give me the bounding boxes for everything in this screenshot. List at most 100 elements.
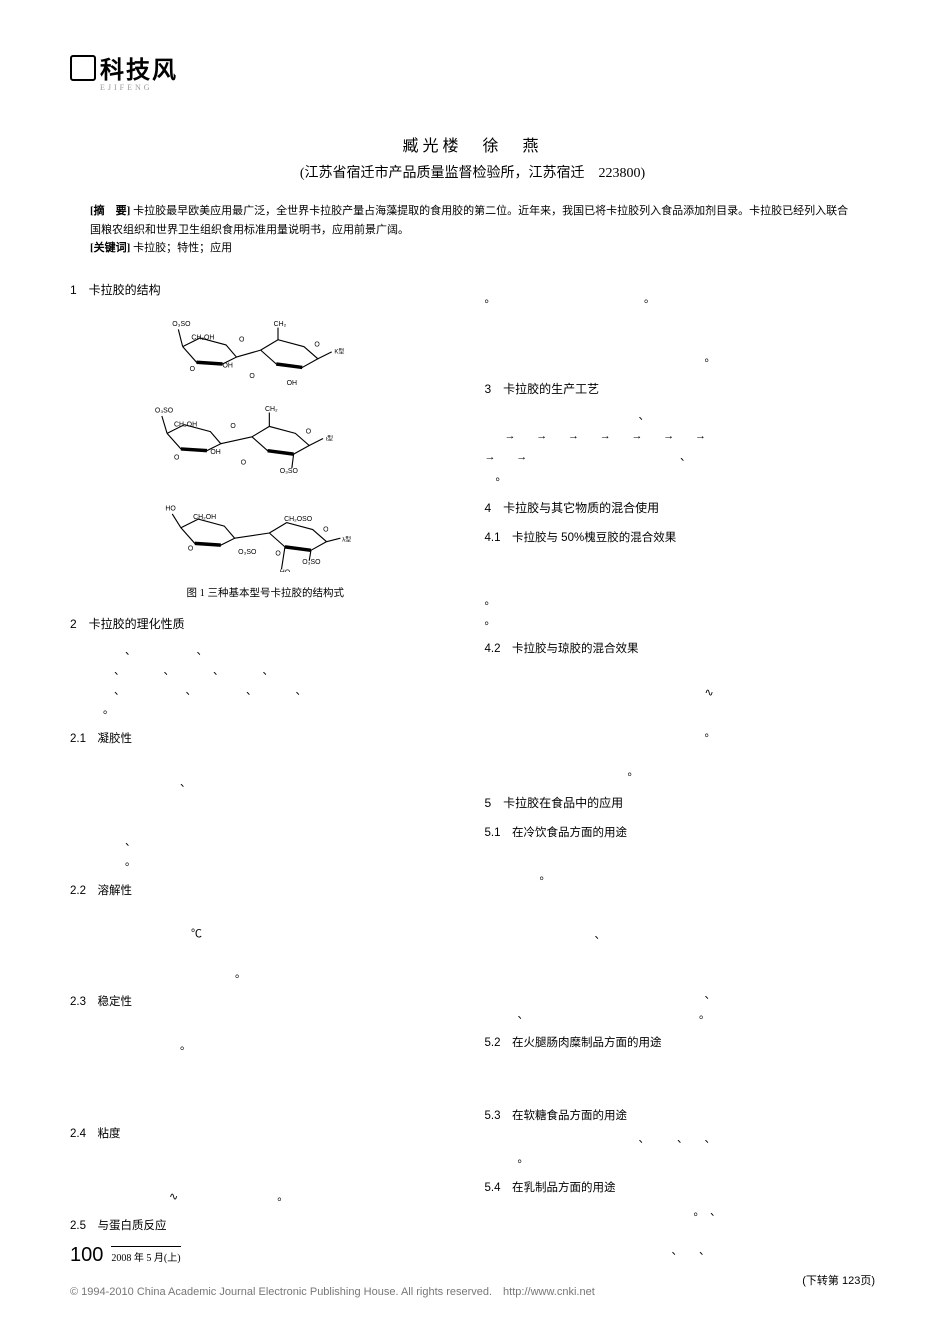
lbl-o: O [241, 459, 247, 466]
lbl-o: O [231, 423, 237, 430]
lbl-o3so: O₃SO [173, 321, 192, 328]
body-text [485, 329, 876, 349]
lbl-o: O [239, 336, 245, 343]
lbl-ch2: CH₂ [274, 321, 287, 328]
lbl-o: O [188, 545, 194, 552]
lbl-type-i: ι型 [326, 434, 333, 442]
lbl-o3so: O₃SO [303, 559, 322, 566]
body-text [70, 945, 461, 965]
body-text: 、 、 [70, 642, 461, 662]
body-text [485, 1222, 876, 1242]
body-text [70, 1077, 461, 1097]
body-text: 、 [70, 833, 461, 853]
lbl-ch2oso: CH₂OSO [284, 516, 313, 523]
section-21: 2.1 凝胶性 [70, 729, 461, 750]
lbl-ch2: CH₂ [265, 405, 278, 412]
copyright-line: © 1994-2010 China Academic Journal Elect… [70, 1283, 595, 1299]
body-columns: 1 卡拉胶的结构 O₃SO CH₂OH CH₂ O O O OH O OH K型 [70, 270, 875, 1292]
lbl-o: O [174, 454, 180, 461]
section-52: 5.2 在火腿肠肉糜制品方面的用途 [485, 1033, 876, 1054]
body-text: 。 [70, 853, 461, 873]
body-text [70, 793, 461, 813]
left-column: 1 卡拉胶的结构 O₃SO CH₂OH CH₂ O O O OH O OH K型 [70, 270, 461, 1292]
lbl-o: O [276, 550, 282, 557]
section-41: 4.1 卡拉胶与 50%槐豆胶的混合效果 [485, 528, 876, 549]
lbl-o: O [306, 428, 312, 435]
body-text: ℃ [70, 925, 461, 945]
footer: 100 2008 年 5 月(上) [70, 1244, 181, 1267]
section-25: 2.5 与蛋白质反应 [70, 1216, 461, 1237]
body-text: 。 [70, 701, 461, 721]
lbl-o: O [323, 526, 329, 533]
body-text [485, 847, 876, 867]
lbl-ho: HO [166, 505, 177, 512]
section-5: 5 卡拉胶在食品中的应用 [485, 793, 876, 815]
section-23: 2.3 稳定性 [70, 992, 461, 1013]
body-text: 、 、 、 、 [70, 682, 461, 702]
right-column: 。 。 。 3 卡拉胶的生产工艺 、 → → → → → → → → → 、 [485, 270, 876, 1292]
body-text [485, 966, 876, 986]
section-3: 3 卡拉胶的生产工艺 [485, 379, 876, 401]
section-42: 4.2 卡拉胶与琼胶的混合效果 [485, 639, 876, 660]
section-22: 2.2 溶解性 [70, 881, 461, 902]
lbl-o: O [190, 366, 196, 373]
section-54: 5.4 在乳制品方面的用途 [485, 1178, 876, 1199]
logo-title: 科技风 [100, 50, 178, 85]
body-text: 。 [485, 592, 876, 612]
section-51: 5.1 在冷饮食品方面的用途 [485, 823, 876, 844]
degree-c: ℃ [191, 928, 202, 940]
body-text [70, 1057, 461, 1077]
section-1: 1 卡拉胶的结构 [70, 280, 461, 302]
abstract-block: [摘 要] 卡拉胶最早欧美应用最广泛，全世界卡拉胶产量占海藻提取的食用胶的第二位… [90, 202, 855, 258]
body-text [485, 1058, 876, 1078]
body-text [485, 704, 876, 724]
lbl-ho: HO [280, 569, 291, 571]
page-number: 100 [70, 1244, 103, 1267]
body-text: 。 [70, 965, 461, 985]
body-text: 。 [485, 468, 876, 488]
body-text: 、 [485, 926, 876, 946]
title-block: 臧光楼 徐 燕 (江苏省宿迁市产品质量监督检验所，江苏宿迁 223800) [70, 132, 875, 182]
logo-text: 科技风 [70, 50, 178, 85]
body-text [485, 946, 876, 966]
body-text: 、 [70, 774, 461, 794]
body-text [485, 572, 876, 592]
body-text [70, 1149, 461, 1169]
body-text: 。 、 [485, 1203, 876, 1223]
lbl-o3so: O₃SO [155, 407, 174, 414]
body-text [70, 1017, 461, 1037]
body-text: ∿ 。 [70, 1188, 461, 1208]
issue-date: 2008 年 5 月(上) [111, 1246, 180, 1264]
body-text: 、 、 、 [485, 1130, 876, 1150]
logo-pinyin: EJIFENG [100, 83, 875, 92]
abstract-text: 卡拉胶最早欧美应用最广泛，全世界卡拉胶产量占海藻提取的食用胶的第二位。近年来，我… [90, 205, 848, 236]
body-text [70, 813, 461, 833]
keywords-text: 卡拉胶；特性；应用 [133, 242, 232, 254]
figure-1-caption: 图 1 三种基本型号卡拉胶的结构式 [120, 585, 410, 604]
section-4: 4 卡拉胶与其它物质的混合使用 [485, 498, 876, 520]
body-text [485, 1078, 876, 1098]
body-text: 。 [485, 349, 876, 369]
body-text [485, 552, 876, 572]
lbl-type-l: λ型 [342, 535, 351, 543]
chemical-structures: O₃SO CH₂OH CH₂ O O O OH O OH K型 [120, 312, 410, 605]
process-arrows: → → 、 [485, 447, 876, 468]
body-text [485, 907, 876, 927]
body-text: 、 。 [485, 1006, 876, 1026]
body-text: 、 [485, 986, 876, 1006]
body-text [485, 743, 876, 763]
body-text [70, 1169, 461, 1189]
body-text [485, 664, 876, 684]
chem-svg: O₃SO CH₂OH CH₂ O O O OH O OH K型 [120, 312, 410, 572]
body-text [70, 905, 461, 925]
body-text: 。 [485, 867, 876, 887]
lbl-o: O [315, 341, 321, 348]
body-text: 。 [70, 1037, 461, 1057]
lbl-oh: OH [287, 379, 297, 386]
abstract-label: [摘 要] [90, 205, 130, 217]
body-text: 。 [485, 1150, 876, 1170]
body-text: ∿ [485, 684, 876, 704]
affiliation: (江苏省宿迁市产品质量监督检验所，江苏宿迁 223800) [70, 162, 875, 182]
journal-logo: 科技风 EJIFENG [70, 50, 875, 92]
lbl-oh: OH [211, 449, 221, 456]
